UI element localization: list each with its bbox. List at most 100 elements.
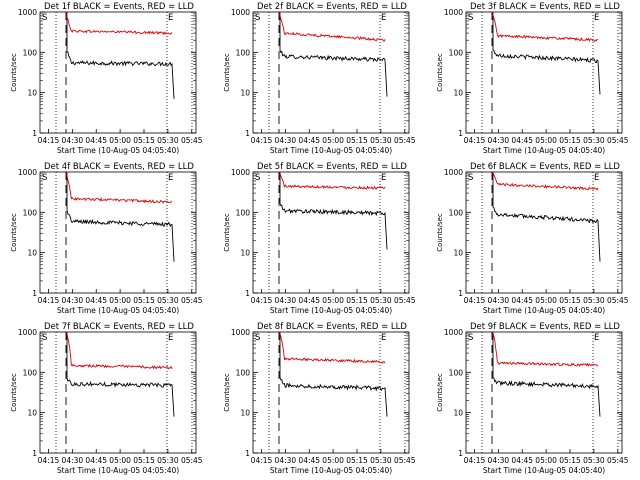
events-series-line <box>492 172 601 262</box>
x-axis-label: Start Time (10-Aug-05 04:05:40) <box>483 146 605 155</box>
x-tick-label: 04:30 <box>62 296 84 305</box>
x-tick-label: 05:45 <box>607 296 629 305</box>
events-series-line <box>66 172 175 262</box>
y-tick-label: 10 <box>27 409 37 418</box>
y-tick-label: 100 <box>449 48 464 57</box>
chart-panel-3: Det 3f BLACK = Events, RED = LLD 1 10 100 10… <box>436 2 629 155</box>
y-axis-label: Counts/sec <box>223 373 231 412</box>
events-series-line <box>279 332 388 417</box>
y-tick-label: 1000 <box>231 328 250 337</box>
y-tick-label: 1 <box>245 449 250 458</box>
y-tick-label: 100 <box>236 208 251 217</box>
chart-title: Det 8f BLACK = Events, RED = LLD <box>257 322 407 332</box>
x-tick-label: 04:30 <box>62 456 84 465</box>
e-marker-label: E <box>594 333 599 343</box>
y-tick-label: 1000 <box>444 328 463 337</box>
s-marker-label: S <box>255 333 260 343</box>
y-tick-label: 100 <box>236 48 251 57</box>
x-tick-label: 04:15 <box>38 456 60 465</box>
x-tick-label: 05:45 <box>607 136 629 145</box>
x-axis-label: Start Time (10-Aug-05 04:05:40) <box>483 466 605 475</box>
y-axis-label: Counts/sec <box>10 373 18 412</box>
x-tick-label: 04:45 <box>298 296 320 305</box>
x-tick-label: 05:15 <box>133 456 155 465</box>
y-tick-label: 1 <box>458 129 463 138</box>
lld-series-line <box>492 332 599 367</box>
plot-frame <box>252 11 410 134</box>
e-marker-label: E <box>594 13 599 23</box>
chart-title: Det 3f BLACK = Events, RED = LLD <box>470 2 620 12</box>
x-tick-label: 04:45 <box>85 136 107 145</box>
x-tick-label: 04:15 <box>464 136 486 145</box>
chart-title: Det 4f BLACK = Events, RED = LLD <box>44 162 194 172</box>
y-axis-label: Counts/sec <box>223 213 231 252</box>
y-axis-label: Counts/sec <box>223 53 231 92</box>
chart-panel-6: Det 6f BLACK = Events, RED = LLD 1 10 100 10… <box>436 162 629 315</box>
x-tick-label: 05:15 <box>559 296 581 305</box>
x-tick-label: 05:30 <box>157 136 179 145</box>
y-tick-label: 100 <box>449 368 464 377</box>
x-tick-label: 05:45 <box>181 296 203 305</box>
x-axis-label: Start Time (10-Aug-05 04:05:40) <box>57 306 179 315</box>
e-marker-label: E <box>168 333 173 343</box>
chart-panel-1: Det 1f BLACK = Events, RED = LLD 1 10 100 10… <box>10 2 203 155</box>
x-tick-label: 04:15 <box>251 296 273 305</box>
x-tick-label: 04:30 <box>275 296 297 305</box>
lld-series-line <box>279 172 386 190</box>
y-axis-label: Counts/sec <box>436 213 444 252</box>
x-tick-label: 04:30 <box>488 456 510 465</box>
chart-panel-4: Det 4f BLACK = Events, RED = LLD 1 10 100 10… <box>10 162 203 315</box>
x-tick-label: 04:30 <box>275 456 297 465</box>
s-marker-label: S <box>42 173 47 183</box>
x-tick-label: 05:30 <box>583 456 605 465</box>
y-tick-label: 10 <box>240 89 250 98</box>
x-tick-label: 05:30 <box>370 136 392 145</box>
y-tick-label: 10 <box>240 249 250 258</box>
x-tick-label: 04:15 <box>38 296 60 305</box>
chart-panel-9: Det 9f BLACK = Events, RED = LLD 1 10 100 10… <box>436 322 629 475</box>
y-axis-label: Counts/sec <box>436 53 444 92</box>
y-tick-label: 1000 <box>444 8 463 17</box>
x-tick-label: 04:15 <box>464 456 486 465</box>
x-tick-label: 05:30 <box>583 296 605 305</box>
chart-title: Det 1f BLACK = Events, RED = LLD <box>44 2 194 12</box>
chart-panel-5: Det 5f BLACK = Events, RED = LLD 1 10 100 10… <box>223 162 416 315</box>
s-marker-label: S <box>42 333 47 343</box>
y-tick-label: 1 <box>458 449 463 458</box>
x-tick-label: 05:15 <box>346 136 368 145</box>
s-marker-label: S <box>468 333 473 343</box>
plot-frame <box>39 171 197 294</box>
x-tick-label: 05:15 <box>346 296 368 305</box>
y-tick-label: 10 <box>240 409 250 418</box>
x-axis-label: Start Time (10-Aug-05 04:05:40) <box>270 306 392 315</box>
plot-frame <box>465 171 623 294</box>
y-tick-label: 100 <box>23 208 38 217</box>
y-tick-label: 1000 <box>18 328 37 337</box>
x-tick-label: 04:45 <box>298 456 320 465</box>
x-axis-label: Start Time (10-Aug-05 04:05:40) <box>270 466 392 475</box>
events-series-line <box>66 12 175 99</box>
events-series-line <box>492 332 601 417</box>
s-marker-label: S <box>468 173 473 183</box>
chart-title: Det 2f BLACK = Events, RED = LLD <box>257 2 407 12</box>
x-tick-label: 05:15 <box>133 136 155 145</box>
x-tick-label: 05:45 <box>394 456 416 465</box>
events-series-line <box>279 172 388 250</box>
chart-title: Det 5f BLACK = Events, RED = LLD <box>257 162 407 172</box>
y-tick-label: 10 <box>27 89 37 98</box>
x-tick-label: 04:30 <box>488 296 510 305</box>
y-tick-label: 10 <box>453 89 463 98</box>
x-tick-label: 04:15 <box>251 456 273 465</box>
x-tick-label: 05:30 <box>370 296 392 305</box>
x-tick-label: 04:30 <box>62 136 84 145</box>
x-tick-label: 05:15 <box>346 456 368 465</box>
x-tick-label: 05:45 <box>394 136 416 145</box>
y-tick-label: 10 <box>453 249 463 258</box>
x-tick-label: 05:45 <box>607 456 629 465</box>
y-tick-label: 1 <box>32 129 37 138</box>
x-tick-label: 05:00 <box>322 456 344 465</box>
events-series-line <box>279 12 388 97</box>
e-marker-label: E <box>168 13 173 23</box>
x-tick-label: 05:15 <box>133 296 155 305</box>
